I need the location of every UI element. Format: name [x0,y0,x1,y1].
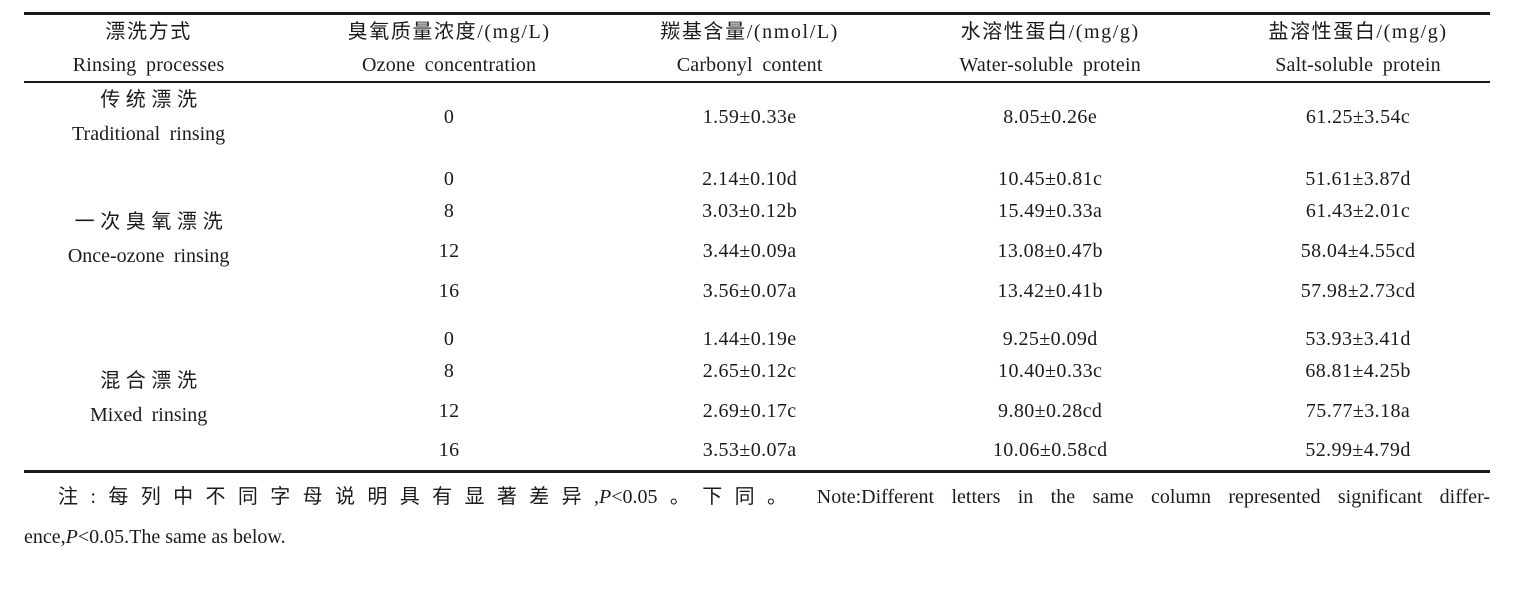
carbonyl-value: 3.56±0.07a [702,279,797,302]
col-header-ozone-concentration: 臭氧质量浓度/(mg/L) Ozone concentration [273,13,626,83]
water-protein-value: 13.42±0.41b [997,279,1103,302]
salt-protein-value: 57.98±2.73cd [1300,279,1416,302]
ozone-value: 0 [443,327,455,350]
table-row: 混合漂洗 Mixed rinsing 0 1.44±0.19e 9.25±0.0… [24,311,1490,427]
water-protein-value: 9.25±0.09d [1002,327,1098,350]
salt-protein-value: 52.99±4.79d [1305,438,1411,461]
footnote-line-2: ence,P<0.05.The same as below. [24,517,1490,557]
group-label-en: Mixed rinsing [90,404,208,427]
footnote-zh-text: 注:每列中不同字母说明具有显著差异, [58,485,599,508]
water-protein-value: 15.49±0.33a [998,199,1103,222]
table-footnote: 注:每列中不同字母说明具有显著差异,P<0.05。下同。 Note:Differ… [24,477,1490,557]
col-header-zh: 漂洗方式 [105,21,192,43]
table-row: 传统漂洗 Traditional rinsing 0 1.59±0.33e 8.… [24,82,1490,151]
carbonyl-value: 2.65±0.12c [702,359,797,382]
table-row: 8 3.03±0.12b 15.49±0.33a 61.43±2.01c [24,191,1490,231]
footnote-p-symbol: P [598,485,612,508]
group-label-mixed-rinsing: 混合漂洗 Mixed rinsing [24,311,273,471]
table-row: 16 3.56±0.07a 13.42±0.41b 57.98±2.73cd [24,271,1490,311]
col-header-zh: 羰基含量/(nmol/L) [660,21,839,43]
footnote-continuation: ence, [24,525,66,548]
table-row: 12 2.69±0.17c 9.80±0.28cd 75.77±3.18a [24,391,1490,431]
col-header-zh: 盐溶性蛋白/(mg/g) [1268,21,1448,43]
group-label-zh: 传统漂洗 [100,89,203,111]
col-header-zh: 臭氧质量浓度/(mg/L) [347,21,551,43]
group-label-zh: 混合漂洗 [100,370,203,393]
group-label-once-ozone-rinsing: 一次臭氧漂洗 Once-ozone rinsing [24,151,273,311]
ozone-value: 12 [438,399,460,422]
water-protein-value: 10.45±0.81c [998,167,1103,190]
table-body: 传统漂洗 Traditional rinsing 0 1.59±0.33e 8.… [24,82,1490,471]
salt-protein-value: 53.93±3.41d [1305,327,1411,350]
col-header-salt-soluble-protein: 盐溶性蛋白/(mg/g) Salt-soluble protein [1226,13,1490,83]
carbonyl-value: 2.14±0.10d [702,167,798,190]
carbonyl-value: 3.53±0.07a [702,438,797,461]
water-protein-value: 8.05±0.26e [1003,105,1098,128]
col-header-en: Carbonyl content [676,54,823,76]
ozone-value: 8 [443,199,455,222]
col-header-en: Salt-soluble protein [1275,54,1441,76]
salt-protein-value: 68.81±4.25b [1305,359,1411,382]
group-label-traditional-rinsing: 传统漂洗 Traditional rinsing [24,82,273,151]
ozone-value: 0 [443,105,455,128]
table-row: 12 3.44±0.09a 13.08±0.47b 58.04±4.55cd [24,231,1490,271]
ozone-value: 16 [438,279,460,302]
col-header-zh: 水溶性蛋白/(mg/g) [960,21,1140,43]
salt-protein-value: 61.43±2.01c [1305,199,1411,222]
table-header: 漂洗方式 Rinsing processes 臭氧质量浓度/(mg/L) Ozo… [24,13,1490,83]
group-label-zh: 一次臭氧漂洗 [74,211,229,233]
footnote-end-text: <0.05.The same as below. [77,525,286,548]
ozone-value: 0 [443,167,455,190]
salt-protein-value: 51.61±3.87d [1305,167,1411,190]
col-header-water-soluble-protein: 水溶性蛋白/(mg/g) Water-soluble protein [874,13,1227,83]
col-header-carbonyl-content: 羰基含量/(nmol/L) Carbonyl content [625,13,875,83]
ozone-value: 12 [438,239,460,262]
col-header-en: Rinsing processes [72,54,225,76]
group-label-en: Once-ozone rinsing [67,245,230,267]
table-row: 16 3.53±0.07a 10.06±0.58cd 52.99±4.79d [24,431,1490,471]
water-protein-value: 9.80±0.28cd [998,399,1103,422]
salt-protein-value: 75.77±3.18a [1305,399,1411,422]
footnote-line-1: 注:每列中不同字母说明具有显著差异,P<0.05。下同。 Note:Differ… [24,477,1490,517]
carbonyl-value: 3.44±0.09a [702,239,797,262]
ozone-value: 8 [443,359,455,382]
carbonyl-value: 2.69±0.17c [702,399,797,422]
col-header-en: Ozone concentration [362,54,537,76]
salt-protein-value: 61.25±3.54c [1305,105,1411,128]
water-protein-value: 10.06±0.58cd [992,438,1108,461]
carbonyl-value: 1.59±0.33e [702,105,797,128]
ozone-value: 16 [438,438,460,461]
table-row: 一次臭氧漂洗 Once-ozone rinsing 0 2.14±0.10d 1… [24,151,1490,268]
header-row: 漂洗方式 Rinsing processes 臭氧质量浓度/(mg/L) Ozo… [24,13,1490,83]
col-header-en: Water-soluble protein [959,54,1141,76]
carbonyl-value: 3.03±0.12b [702,199,798,222]
table-row: 8 2.65±0.12c 10.40±0.33c 68.81±4.25b [24,351,1490,391]
rinsing-results-table: 漂洗方式 Rinsing processes 臭氧质量浓度/(mg/L) Ozo… [24,12,1490,473]
salt-protein-value: 58.04±4.55cd [1300,239,1416,262]
group-label-en: Traditional rinsing [72,123,226,145]
water-protein-value: 13.08±0.47b [997,239,1103,262]
water-protein-value: 10.40±0.33c [998,359,1103,382]
footnote-p-symbol: P [65,525,78,548]
carbonyl-value: 1.44±0.19e [702,327,797,350]
footnote-en-text: <0.05。下同。 Note:Different letters in the … [611,485,1490,508]
col-header-rinsing-process: 漂洗方式 Rinsing processes [24,13,274,83]
